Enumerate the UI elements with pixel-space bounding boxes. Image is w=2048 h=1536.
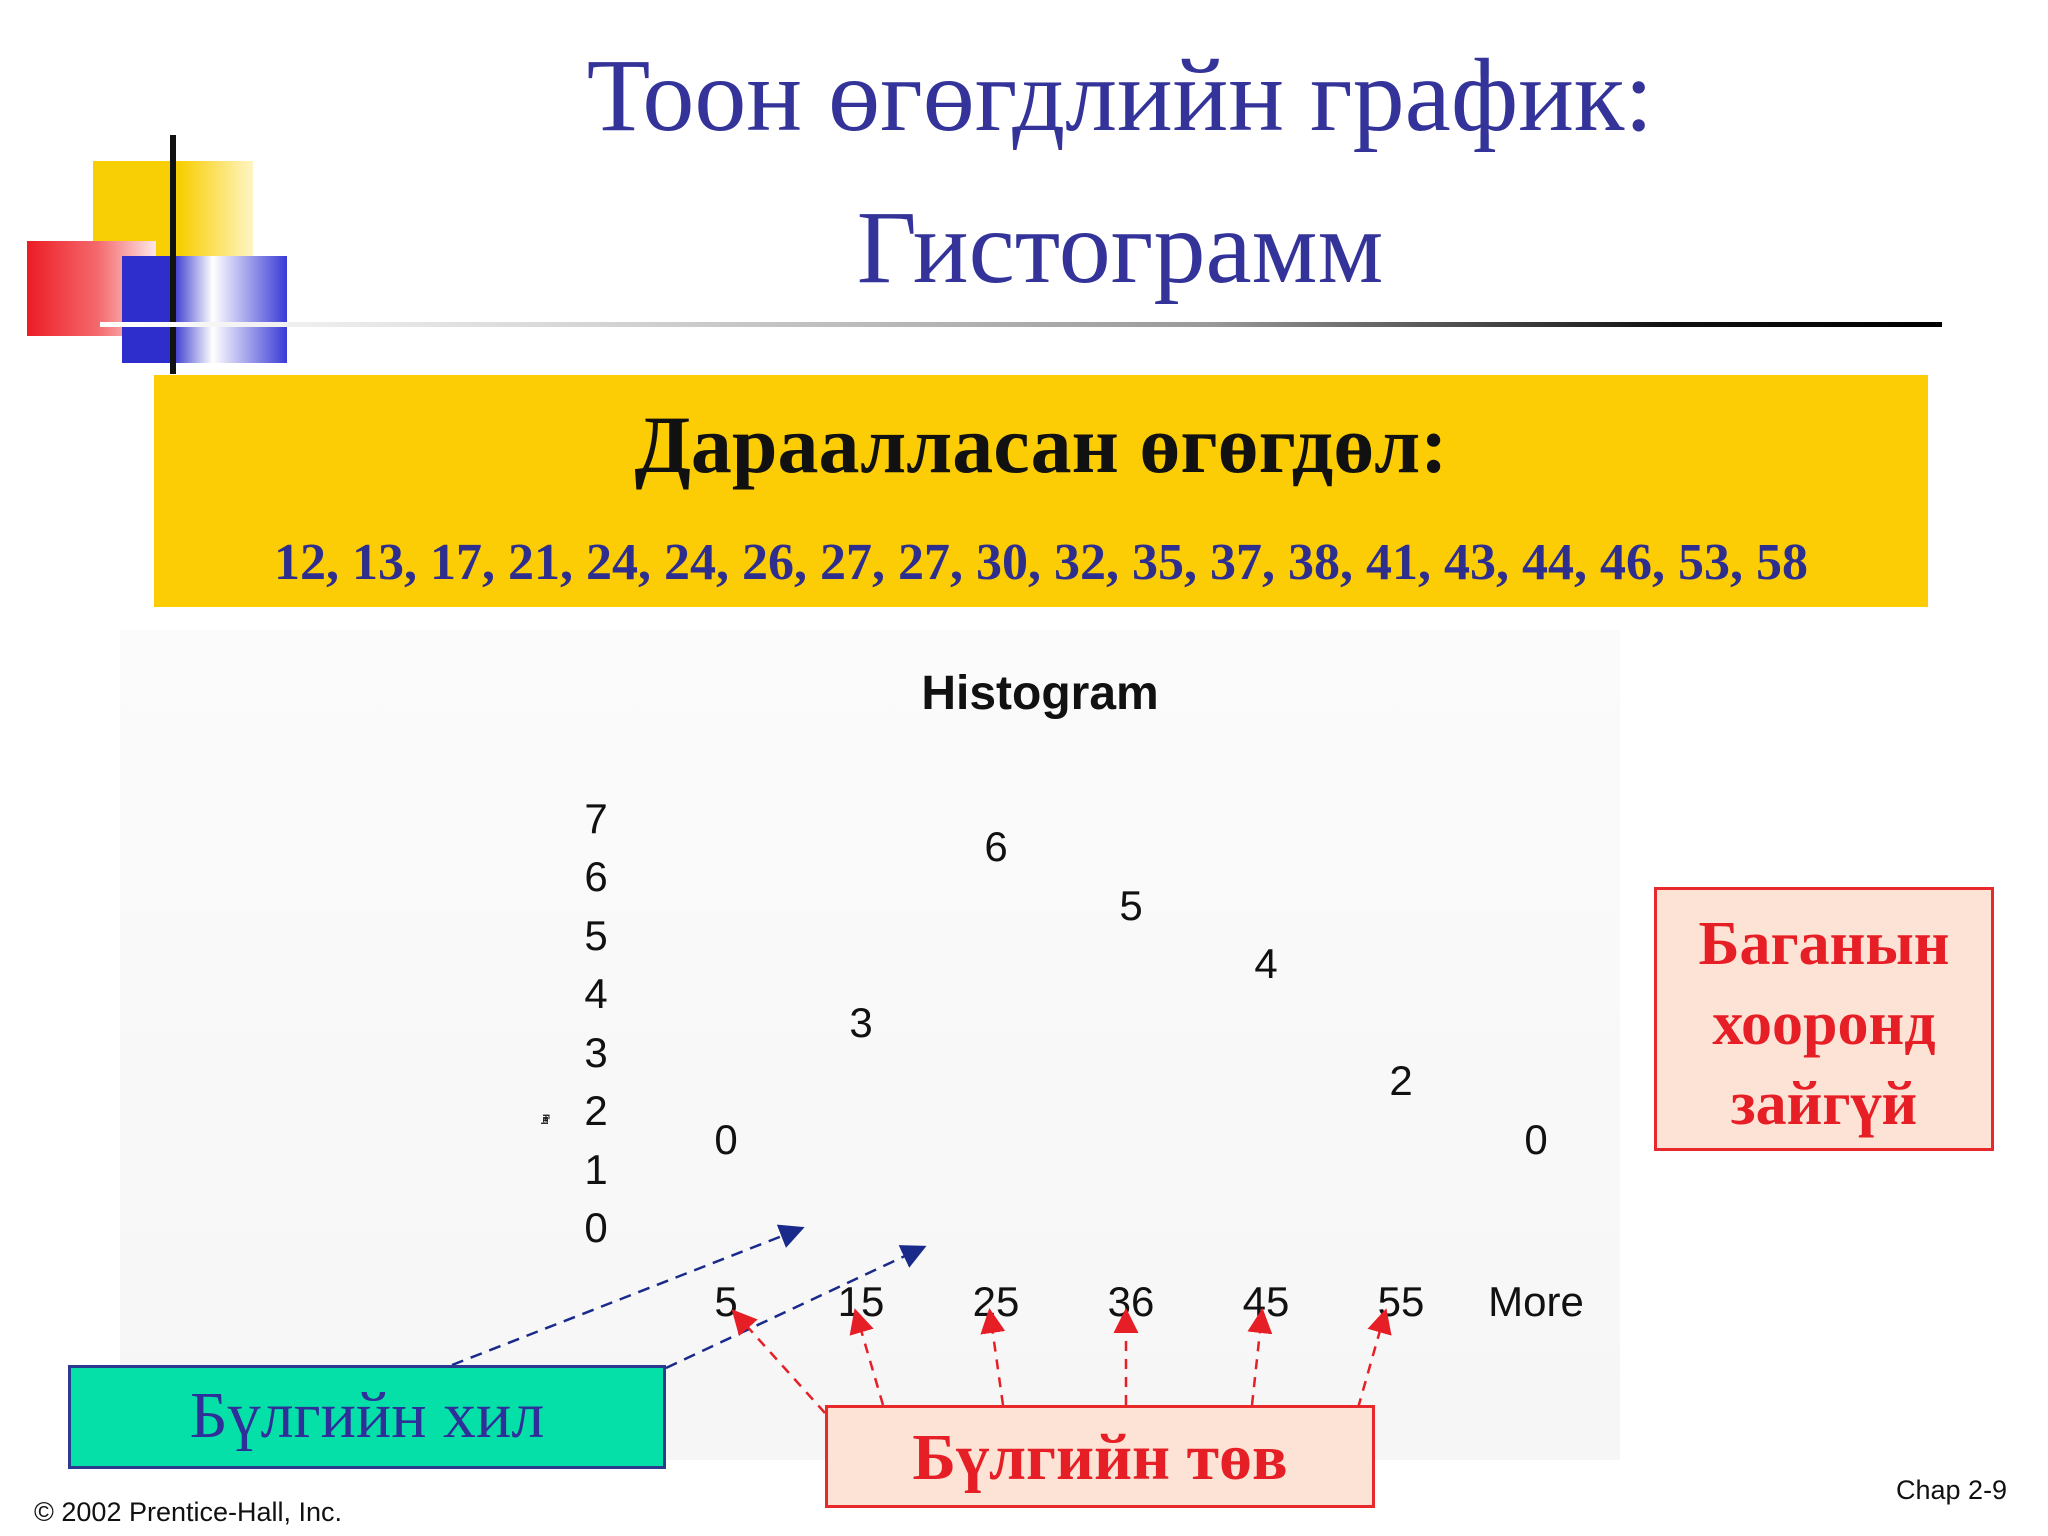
ordered-data-values: 12, 13, 17, 21, 24, 24, 26, 27, 27, 30, … bbox=[274, 534, 1808, 591]
no-gaps-line-1: Баганын bbox=[1698, 910, 1950, 978]
logo-blue-block bbox=[122, 256, 287, 363]
midpoint-arrow-3 bbox=[980, 1308, 1006, 1406]
class-midpoint-callout: Бүлгийн төв bbox=[825, 1405, 1375, 1508]
no-gaps-line-3: зайгүй bbox=[1730, 1070, 1918, 1138]
midpoint-arrow-6 bbox=[1356, 1308, 1392, 1409]
slide-title: Тоон өгөгдлийн график: Гистограмм bbox=[330, 20, 1910, 324]
logo-vertical-line bbox=[170, 135, 176, 374]
y-tick-label: 0 bbox=[584, 1204, 608, 1251]
ordered-data-box bbox=[154, 375, 1928, 607]
midpoint-arrow-2 bbox=[849, 1308, 885, 1406]
copyright-text: © 2002 Prentice-Hall, Inc. bbox=[34, 1497, 343, 1527]
midpoint-arrow-1 bbox=[731, 1309, 826, 1414]
y-tick-label: 7 bbox=[584, 794, 608, 842]
page-label: Chap 2-9 bbox=[1896, 1475, 2008, 1505]
slide-title-line-1: Тоон өгөгдлийн график: bbox=[586, 38, 1654, 153]
bar-value-label: 4 bbox=[1254, 940, 1278, 987]
midpoint-arrow-5 bbox=[1247, 1308, 1273, 1406]
boundary-arrow-2 bbox=[665, 1245, 927, 1370]
no-gaps-callout: Баганын хооронд зайгүй bbox=[1654, 887, 1994, 1151]
slide-title-line-2: Гистограмм bbox=[856, 190, 1384, 305]
class-boundary-callout: Бүлгийн хил bbox=[68, 1365, 666, 1469]
y-tick-label: 4 bbox=[584, 970, 608, 1017]
y-tick-label: 6 bbox=[584, 853, 608, 900]
bar-value-label: 5 bbox=[1119, 881, 1143, 929]
bar-value-label: 6 bbox=[984, 823, 1008, 870]
boundary-arrow-1 bbox=[451, 1224, 805, 1367]
no-gaps-line-2: хооронд bbox=[1712, 990, 1936, 1058]
y-tick-label: 2 bbox=[584, 1087, 608, 1134]
bar-value-label: 0 bbox=[714, 1115, 738, 1163]
chart-title: Histogram bbox=[921, 667, 1159, 720]
title-divider-line bbox=[100, 322, 1942, 327]
x-tick-label: More bbox=[1488, 1278, 1584, 1325]
bar-value-label: 0 bbox=[1524, 1115, 1548, 1163]
bar-value-label: 3 bbox=[849, 998, 873, 1046]
bar-value-label: 2 bbox=[1389, 1057, 1413, 1104]
ordered-data-heading: Дараалласан өгөгдөл: bbox=[634, 399, 1448, 490]
y-tick-label: 1 bbox=[584, 1145, 608, 1193]
y-tick-label: 3 bbox=[584, 1028, 608, 1076]
y-tick-label: 5 bbox=[584, 911, 608, 959]
